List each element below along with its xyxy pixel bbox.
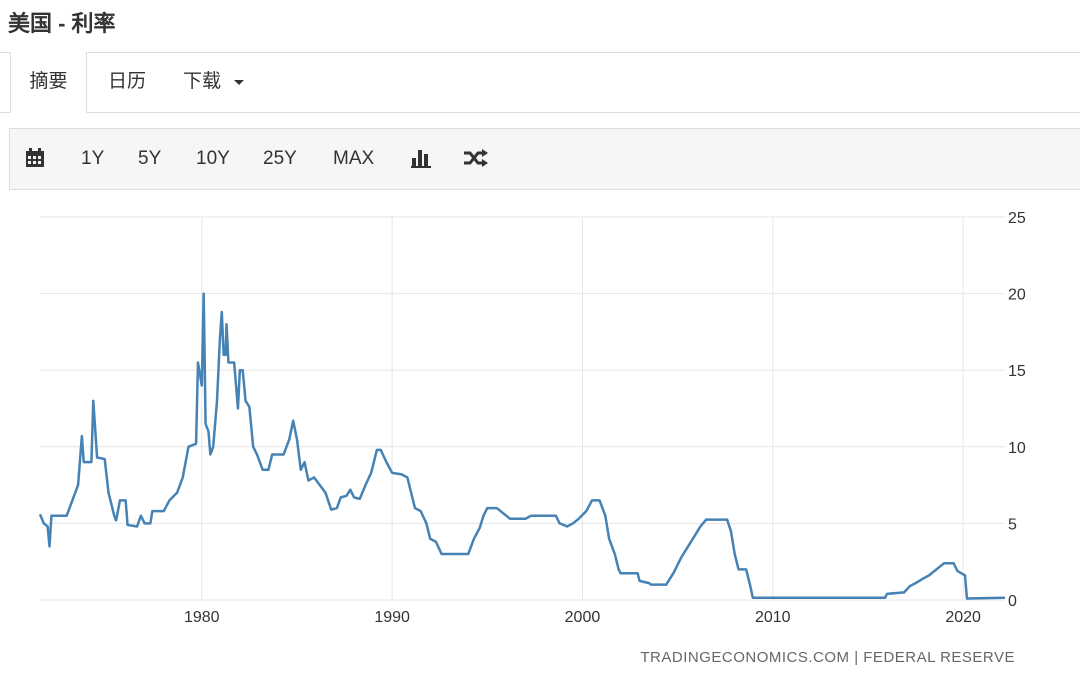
y-tick-label: 20 [1008, 287, 1026, 304]
range-button[interactable]: 1Y [81, 148, 105, 169]
tab[interactable]: 日历 [108, 71, 147, 92]
y-tick-label: 10 [1008, 440, 1026, 457]
source-note: TRADINGECONOMICS.COM | FEDERAL RESERVE [640, 649, 1015, 666]
x-tick-label: 1990 [374, 609, 410, 626]
range-button[interactable]: 10Y [196, 148, 230, 169]
tab-bar: 摘要 日历 下载 [0, 52, 1080, 113]
y-tick-label: 25 [1008, 210, 1026, 227]
y-tick-label: 5 [1008, 516, 1017, 533]
range-button[interactable]: 5Y [138, 148, 162, 169]
compare-icon[interactable] [463, 148, 489, 168]
x-tick-label: 2010 [755, 609, 791, 626]
chart: TRADINGECONOMICS.COM | FEDERAL RESERVE 0… [38, 210, 1026, 666]
y-tick-label: 15 [1008, 363, 1026, 380]
chart-type-icon[interactable] [411, 148, 433, 168]
x-tick-label: 2020 [945, 609, 981, 626]
dropdown-caret[interactable] [233, 79, 245, 87]
tab[interactable]: 摘要 [10, 52, 87, 113]
x-tick-label: 2000 [565, 609, 601, 626]
data-line [38, 292, 1006, 600]
divider [0, 52, 1080, 53]
x-tick-label: 1980 [184, 609, 220, 626]
range-button[interactable]: 25Y [263, 148, 297, 169]
calendar-icon[interactable] [25, 148, 45, 168]
toolbar: 1Y 5Y 10Y 25Y MAX [9, 128, 1080, 190]
range-button[interactable]: MAX [333, 148, 375, 169]
tab[interactable]: 下载 [183, 71, 222, 92]
y-tick-label: 0 [1008, 593, 1017, 610]
page-title: 美国 - 利率 [8, 11, 116, 36]
